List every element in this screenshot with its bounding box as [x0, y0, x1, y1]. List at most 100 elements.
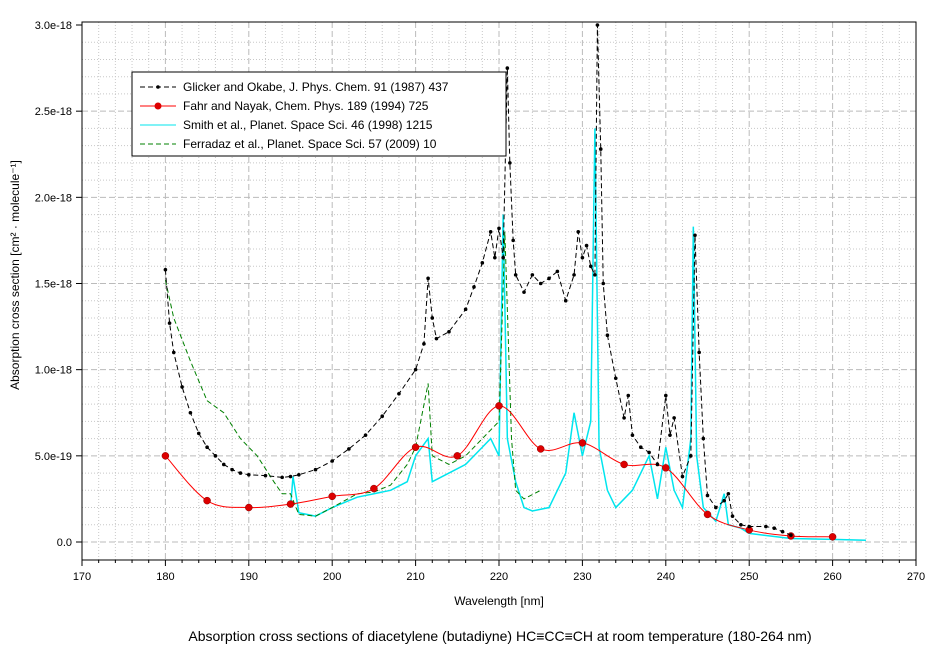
- data-point-glicker: [693, 233, 697, 238]
- data-point-glicker: [247, 472, 251, 477]
- data-point-glicker: [655, 462, 660, 467]
- data-point-glicker: [472, 285, 476, 289]
- data-point-glicker: [584, 243, 589, 248]
- data-point-glicker: [447, 329, 451, 334]
- data-point-fahr: [203, 496, 211, 505]
- data-point-glicker: [163, 267, 168, 272]
- data-point-glicker: [547, 276, 551, 281]
- legend-label-1: Fahr and Nayak, Chem. Phys. 189 (1994) 7…: [183, 99, 429, 113]
- y-tick-label: 2.0e-18: [35, 192, 72, 204]
- data-point-glicker: [605, 333, 610, 338]
- data-point-glicker: [593, 273, 597, 277]
- data-point-glicker: [672, 416, 676, 420]
- data-point-fahr: [828, 533, 837, 541]
- data-point-glicker: [572, 273, 576, 277]
- data-point-glicker: [705, 493, 710, 498]
- data-point-glicker: [647, 450, 651, 455]
- data-point-glicker: [330, 459, 335, 463]
- data-point-glicker: [397, 391, 401, 396]
- data-point-fahr: [328, 492, 336, 501]
- y-tick-label: 1.5e-18: [35, 279, 72, 291]
- data-point-glicker: [213, 454, 218, 458]
- data-point-glicker: [313, 467, 318, 472]
- series-layer: [161, 23, 866, 542]
- x-tick-label: 180: [156, 571, 174, 583]
- data-point-glicker: [638, 445, 643, 450]
- x-tick-label: 200: [323, 571, 341, 583]
- data-point-glicker: [588, 264, 593, 269]
- data-point-glicker: [680, 474, 685, 479]
- data-point-glicker: [664, 393, 668, 398]
- data-point-glicker: [513, 273, 518, 277]
- data-point-fahr: [286, 500, 295, 508]
- x-axis-label: Wavelength [nm]: [454, 594, 544, 608]
- data-point-glicker: [280, 475, 284, 480]
- x-tick-label: 260: [823, 571, 841, 583]
- data-point-glicker: [238, 471, 243, 475]
- data-point-glicker: [747, 524, 751, 529]
- y-tick-label: 1.0e-18: [35, 365, 72, 377]
- data-point-glicker: [598, 147, 603, 151]
- data-point-glicker: [505, 66, 510, 70]
- legend-marker-1: [154, 102, 162, 110]
- data-point-glicker: [426, 276, 430, 281]
- legend-label-0: Glicker and Okabe, J. Phys. Chem. 91 (19…: [183, 80, 449, 94]
- data-point-glicker: [595, 23, 600, 27]
- data-point-fahr: [453, 452, 462, 460]
- legend: Glicker and Okabe, J. Phys. Chem. 91 (19…: [131, 71, 507, 157]
- data-point-glicker: [480, 261, 485, 265]
- data-point-fahr: [536, 445, 545, 453]
- y-tick-label: 3.0e-18: [35, 20, 72, 32]
- data-point-glicker: [576, 230, 581, 234]
- data-point-fahr: [662, 464, 670, 472]
- data-point-glicker: [613, 376, 618, 381]
- data-point-glicker: [764, 524, 768, 529]
- x-tick-label: 170: [73, 571, 91, 583]
- data-point-glicker: [230, 467, 234, 472]
- data-point-glicker: [263, 473, 268, 478]
- chart-title: Absorption cross sections of diacetylene…: [188, 628, 811, 644]
- data-point-glicker: [626, 393, 631, 398]
- data-point-glicker: [622, 416, 626, 420]
- series-line-2: [289, 128, 866, 542]
- data-point-glicker: [714, 505, 718, 510]
- data-point-glicker: [511, 238, 515, 243]
- data-point-fahr: [161, 452, 170, 460]
- data-point-glicker: [380, 414, 385, 418]
- data-point-glicker: [493, 255, 497, 260]
- data-point-glicker: [430, 316, 435, 320]
- data-point-glicker: [488, 230, 493, 234]
- data-point-glicker: [530, 273, 535, 277]
- data-point-glicker: [167, 321, 172, 325]
- x-tick-label: 190: [240, 571, 258, 583]
- data-point-glicker: [580, 255, 585, 260]
- data-point-glicker: [297, 472, 301, 477]
- data-point-glicker: [772, 526, 777, 531]
- x-tick-label: 220: [490, 571, 508, 583]
- data-point-glicker: [434, 336, 439, 341]
- data-point-glicker: [522, 290, 526, 294]
- x-tick-label: 270: [907, 571, 925, 583]
- x-tick-label: 250: [740, 571, 758, 583]
- legend-label-2: Smith et al., Planet. Space Sci. 46 (199…: [183, 118, 433, 132]
- x-tick-label: 210: [406, 571, 424, 583]
- data-point-glicker: [205, 445, 209, 450]
- data-point-glicker: [422, 342, 426, 346]
- data-point-fahr: [411, 443, 420, 451]
- data-point-glicker: [347, 447, 351, 451]
- data-point-glicker: [730, 514, 735, 518]
- data-point-glicker: [739, 522, 743, 527]
- data-point-glicker: [555, 269, 560, 274]
- data-point-glicker: [780, 529, 785, 534]
- data-point-fahr: [495, 402, 503, 410]
- legend-marker-0: [156, 85, 160, 89]
- y-tick-label: 0.0: [57, 537, 72, 549]
- data-point-glicker: [413, 367, 418, 372]
- data-point-glicker: [668, 433, 672, 437]
- y-tick-label: 5.0e-19: [35, 451, 72, 463]
- y-tick-label: 2.5e-18: [35, 106, 72, 118]
- data-point-glicker: [501, 255, 505, 260]
- data-point-fahr: [245, 503, 253, 512]
- data-point-glicker: [196, 431, 201, 436]
- data-point-glicker: [630, 433, 635, 437]
